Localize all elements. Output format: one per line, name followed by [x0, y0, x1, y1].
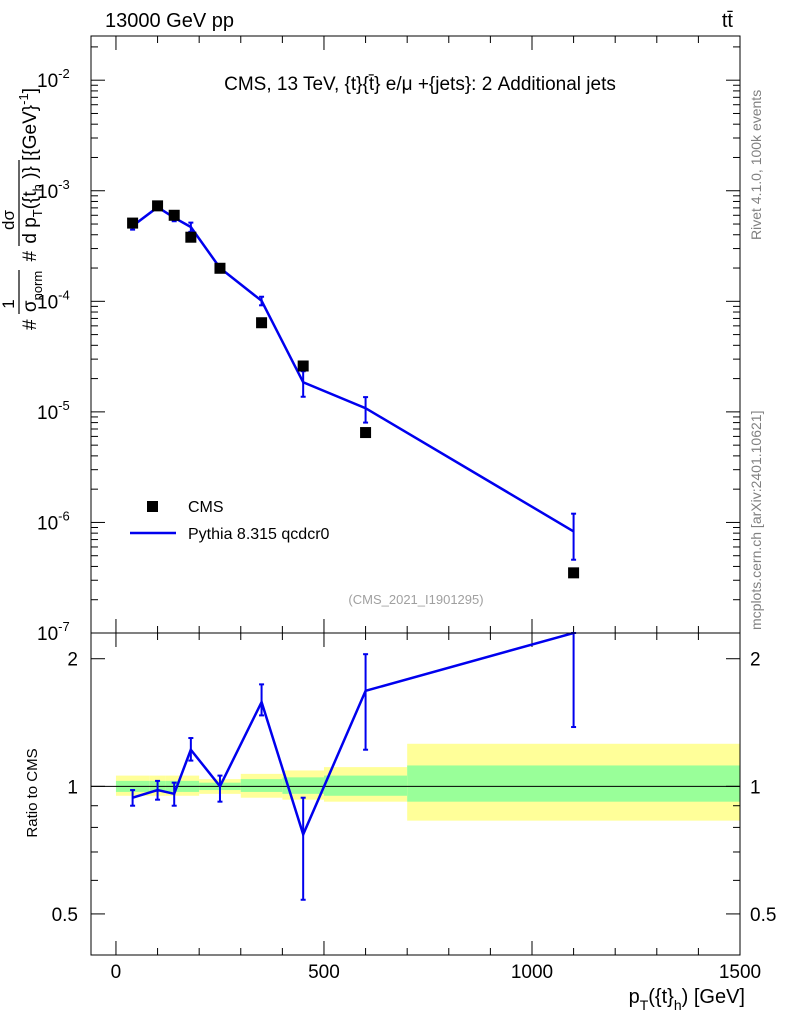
ratio-y-tick-label-right: 1 — [750, 777, 761, 798]
ratio-y-tick-label-right: 0.5 — [750, 905, 776, 926]
header-left: 13000 GeV pp — [105, 10, 234, 32]
ylabel-hash-1: # — [20, 319, 41, 330]
cms-marker — [297, 360, 309, 372]
rivet-version-label: Rivet 4.1.0, 100k events — [748, 90, 764, 240]
ylabel-dp-sub: T — [30, 209, 45, 217]
ratio-band-inner — [240, 779, 283, 792]
main-frame — [90, 35, 741, 634]
ratio-band-inner — [282, 777, 324, 794]
main-y-tick-label: 10-4 — [37, 287, 70, 313]
ratio-y-axis-label: Ratio to CMS — [24, 748, 41, 837]
xlabel-p: p — [629, 986, 640, 1008]
xlabel-mid: ({t} — [648, 986, 674, 1008]
ylabel-dp: d p — [20, 217, 41, 243]
ratio-x-tick-label: 1000 — [511, 962, 553, 983]
main-title: CMS, 13 TeV, {t}{t̄} e/μ +{jets}: 2 Addi… — [224, 74, 616, 95]
ylabel-unit: )} [{GeV} — [20, 105, 41, 179]
legend-label-cms: CMS — [188, 499, 224, 516]
ylabel-dp-tail: ({t — [20, 191, 41, 210]
main-y-tick-label: 10-2 — [37, 66, 70, 92]
cms-marker — [568, 567, 580, 579]
ylabel-sigma-norm-sub: norm — [30, 271, 45, 301]
legend: CMS Pythia 8.315 qcdcr0 — [130, 499, 330, 543]
main-y-axis-label: # σnorm # d pT({th )} [{GeV}-1] 1 dσ — [0, 88, 47, 330]
cms-marker — [214, 262, 226, 274]
ratio-x-tick-label: 500 — [308, 962, 340, 983]
ratio-band-inner — [323, 775, 408, 796]
cms-marker — [127, 217, 139, 229]
ratio-y-tick-label: 1 — [67, 777, 78, 798]
ratio-y-tick-label: 0.5 — [52, 905, 78, 926]
legend-marker-cms — [147, 501, 158, 512]
ylabel-dp-tail-sub: h — [30, 184, 45, 191]
main-y-tick-label: 10-5 — [37, 398, 70, 424]
svg-text:# σnorm #: # σnorm # d pT({th )} [{GeV}-1] — [16, 88, 47, 330]
xlabel-sub-t: T — [640, 997, 649, 1013]
ratio-x-tick-label: 0 — [111, 962, 122, 983]
mcplots-label: mcplots.cern.ch [arXiv:2401.10621] — [748, 411, 764, 630]
cms-marker — [256, 317, 268, 329]
xlabel-end: ) [GeV] — [682, 986, 745, 1008]
ratio-y-tick-label: 2 — [67, 650, 78, 671]
pythia-line — [131, 205, 575, 533]
cms-marker — [168, 209, 180, 221]
main-y-tick-label: 10-3 — [37, 177, 70, 203]
ratio-x-tick-label: 1500 — [719, 962, 761, 983]
main-panel: 10-2 10-3 10-4 10-5 10-6 10-7 CMS, 13 TeV, {t… — [0, 35, 741, 645]
analysis-tag: (CMS_2021_I1901295) — [348, 592, 483, 607]
legend-label-pythia: Pythia 8.315 qcdcr0 — [188, 526, 330, 543]
ylabel-num-2: dσ — [0, 210, 18, 230]
main-y-tick-label: 10-6 — [37, 508, 70, 534]
cms-marker — [185, 231, 197, 243]
cms-marker — [360, 427, 372, 439]
ylabel-unit-sup: -1 — [16, 93, 31, 105]
ratio-panel: 0 500 1000 1500 0.5 0.5 1 1 2 2 Ratio to CMS pT({… — [24, 631, 776, 1013]
cms-marker — [152, 200, 164, 212]
x-axis-label: pT({t}h) [GeV] — [629, 986, 745, 1013]
ratio-band-inner — [407, 765, 740, 802]
xlabel-sub-h: h — [674, 997, 682, 1013]
main-y-tick-label: 10-7 — [37, 619, 70, 645]
ylabel-sigma-norm: σ — [20, 300, 41, 312]
ylabel-hash-2: # — [20, 251, 41, 262]
ylabel-unit-end: ] — [20, 88, 41, 93]
header-right: tt̄ — [722, 10, 734, 32]
ratio-frame — [90, 632, 741, 956]
ylabel-num-1: 1 — [0, 299, 18, 308]
ratio-y-tick-label-right: 2 — [750, 650, 761, 671]
